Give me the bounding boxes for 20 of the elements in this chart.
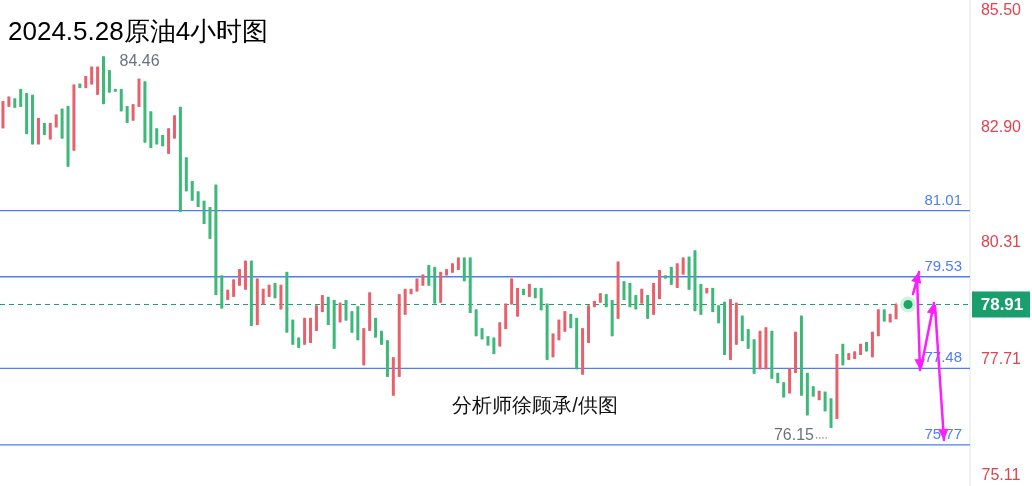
annotation: 分析师徐顾承/供图 xyxy=(452,394,618,416)
text: 2024.5.28原油4小时图 xyxy=(8,16,269,46)
candlestick xyxy=(107,69,111,94)
y-tick-label: 80.31 xyxy=(980,233,1022,251)
ref-line-label: 78.91 xyxy=(980,294,1024,314)
candlestick xyxy=(563,310,567,333)
candlestick xyxy=(350,310,354,334)
annotation: 84.46 xyxy=(119,52,160,70)
candlestick xyxy=(427,264,431,287)
candlestick xyxy=(646,294,650,320)
ref-line-label: 79.53 xyxy=(924,256,962,274)
annotation: 76.15 xyxy=(773,425,815,443)
y-tick-label: 82.90 xyxy=(980,117,1022,135)
ref-line-label: 81.01 xyxy=(924,190,962,208)
candlestick xyxy=(746,328,750,350)
y-tick-label: 77.71 xyxy=(980,349,1022,367)
candlestick xyxy=(190,180,194,202)
y-tick-label: 75.11 xyxy=(981,465,1021,483)
candlestick xyxy=(344,299,348,322)
y-tick-label: 85.50 xyxy=(980,1,1022,19)
